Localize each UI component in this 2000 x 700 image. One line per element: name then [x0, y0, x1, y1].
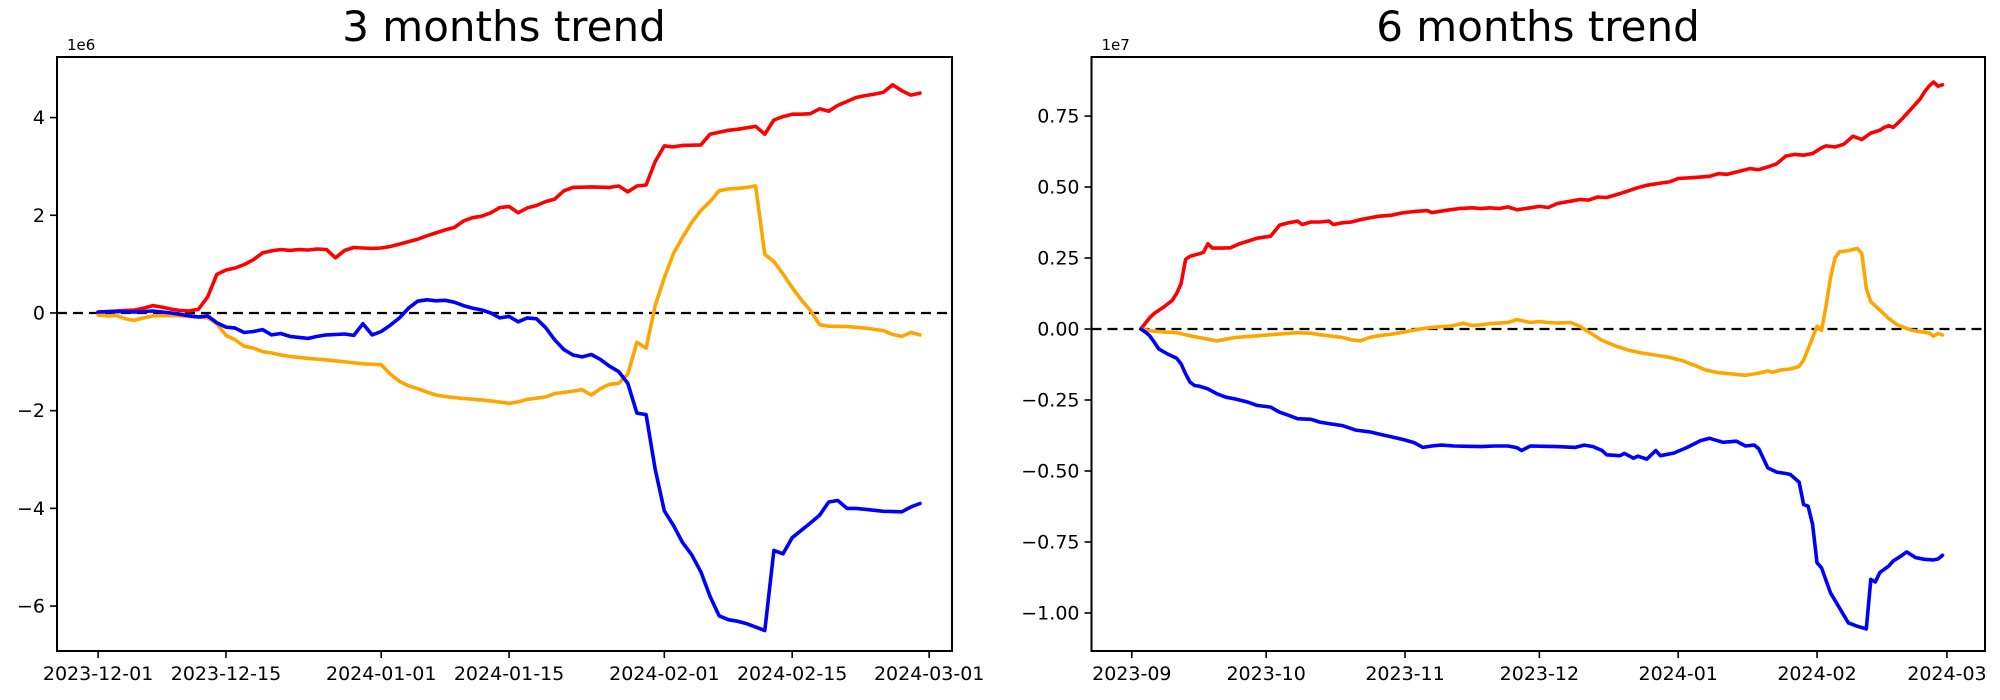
y-tick-label: −0.25 — [1021, 389, 1079, 411]
trend-3m-series-red — [96, 83, 922, 314]
y-tick-label: −6 — [17, 596, 45, 618]
x-tick-label: 2024-03 — [1907, 663, 1986, 685]
trend-3m-series-blue — [96, 297, 922, 633]
axes-frame — [1090, 56, 1986, 652]
y-tick-label: 0.75 — [1037, 106, 1079, 128]
trend-3m-series-orange — [96, 184, 922, 406]
y-tick-label: −0.75 — [1021, 531, 1079, 553]
axis-scale-offset-label: 1e7 — [1102, 36, 1130, 54]
x-tick-label: 2024-01-01 — [326, 663, 436, 685]
y-tick-label: −0.50 — [1021, 460, 1079, 482]
x-tick-label: 2024-02-01 — [609, 663, 719, 685]
trend-6m-series-red — [1139, 80, 1945, 331]
axes-6-months-trend: 2023-09 2023-10 2023-11 2023-12 2024-01 2024-… — [1021, 36, 1986, 685]
y-tick-label: 4 — [33, 107, 45, 129]
y-tick-label: −2 — [17, 400, 45, 422]
trend-6m-series-blue — [1139, 327, 1945, 631]
x-tick-label: 2024-01-15 — [454, 663, 564, 685]
trend-6m-series-orange — [1139, 246, 1945, 378]
x-tick-label: 2024-01 — [1639, 663, 1718, 685]
x-tick-label: 2023-11 — [1365, 663, 1444, 685]
y-tick-label: −1.00 — [1021, 602, 1079, 624]
y-tick-label: 2 — [33, 205, 45, 227]
x-tick-label: 2024-02-15 — [737, 663, 847, 685]
y-tick-label: 0.00 — [1037, 319, 1079, 341]
x-tick-label: 2024-03-01 — [874, 663, 984, 685]
x-tick-label: 2024-02 — [1777, 663, 1856, 685]
x-tick-label: 2023-10 — [1226, 663, 1305, 685]
y-tick-label: 0.50 — [1037, 177, 1079, 199]
chart-title-6-months: 6 months trend — [1376, 2, 1700, 51]
x-tick-label: 2023-12-15 — [171, 663, 281, 685]
axis-scale-offset-label: 1e6 — [67, 36, 95, 54]
x-tick-label: 2023-12-01 — [43, 663, 153, 685]
x-tick-label: 2023-09 — [1092, 663, 1171, 685]
x-tick-label: 2023-12 — [1500, 663, 1579, 685]
axes-frame — [56, 56, 953, 652]
axes-3-months-trend: 2023-12-01 2023-12-15 2024-01-01 2024-01-15… — [17, 36, 984, 685]
y-tick-label: 0 — [33, 302, 45, 324]
chart-title-3-months: 3 months trend — [342, 2, 666, 51]
y-tick-label: 0.25 — [1037, 248, 1079, 270]
y-tick-label: −4 — [17, 498, 45, 520]
